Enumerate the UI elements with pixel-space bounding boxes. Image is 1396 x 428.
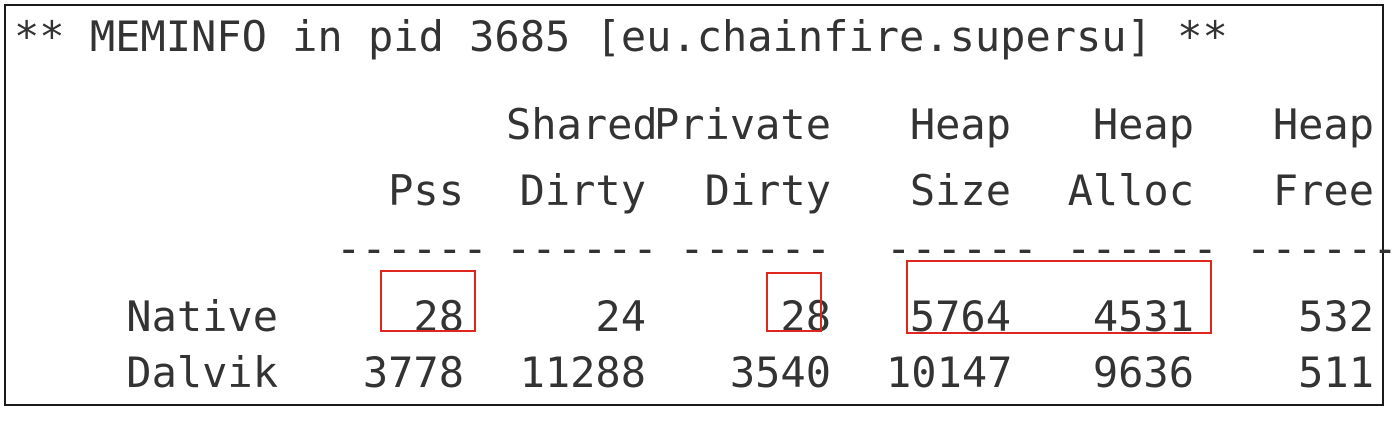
separator-shared-dirty: ------ <box>506 224 658 273</box>
cell-native-shared-dirty: 24 <box>595 292 646 341</box>
header-shared: Shared <box>506 100 658 149</box>
header-private-dirty: Dirty <box>704 166 831 215</box>
separator-heap-alloc: ------ <box>1066 224 1218 273</box>
cell-native-heap-size: 5764 <box>909 292 1011 341</box>
cell-dalvik-heap-size: 10147 <box>886 348 1013 397</box>
separator-private-dirty: ------ <box>679 224 831 273</box>
cell-dalvik-pss: 3778 <box>362 348 464 397</box>
separator-pss: ------ <box>336 224 488 273</box>
cell-dalvik-heap-free: 511 <box>1298 348 1374 397</box>
highlight-native-pss <box>380 270 476 332</box>
meminfo-title: ** MEMINFO in pid 3685 [eu.chainfire.sup… <box>14 12 1228 61</box>
separator-heap-free: ------ <box>1246 224 1396 273</box>
cell-dalvik-heap-alloc: 9636 <box>1092 348 1194 397</box>
meminfo-panel: ** MEMINFO in pid 3685 [eu.chainfire.sup… <box>4 4 1396 406</box>
cell-native-heap-free: 532 <box>1298 292 1374 341</box>
row-label-dalvik: Dalvik <box>126 348 278 397</box>
row-label-native: Native <box>126 292 278 341</box>
highlight-native-private-dirty <box>766 272 822 332</box>
cell-dalvik-shared-dirty: 11288 <box>519 348 646 397</box>
header-heap-free-top: Heap <box>1272 100 1374 149</box>
header-pss: Pss <box>388 166 464 215</box>
highlight-native-heap-size-alloc <box>906 260 1212 334</box>
cell-dalvik-private-dirty: 3540 <box>729 348 831 397</box>
header-shared-dirty: Dirty <box>519 166 646 215</box>
header-heap-size-top: Heap <box>909 100 1011 149</box>
header-heap-size: Size <box>909 166 1011 215</box>
header-private: Private <box>653 100 831 149</box>
header-heap-free: Free <box>1272 166 1374 215</box>
cell-native-heap-alloc: 4531 <box>1092 292 1194 341</box>
header-heap-alloc: Alloc <box>1067 166 1194 215</box>
header-heap-alloc-top: Heap <box>1092 100 1194 149</box>
